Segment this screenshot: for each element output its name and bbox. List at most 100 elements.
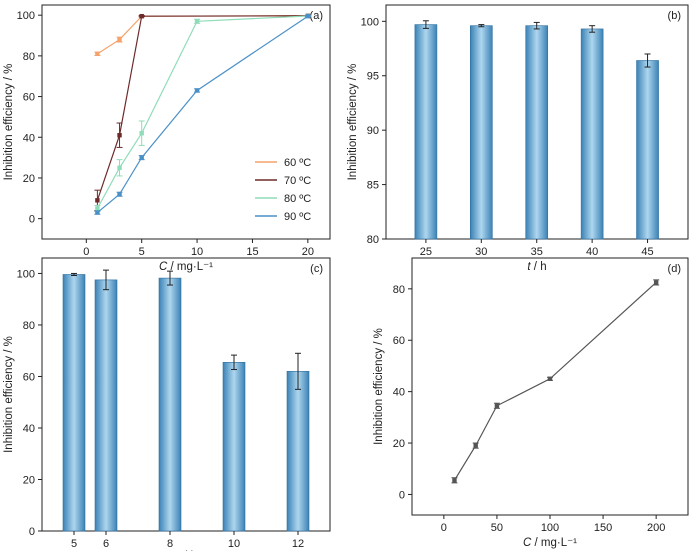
bar [525,25,549,240]
data-point [95,51,100,57]
panel-a-line-chart: (a)Inhibition efficiency / %020406080100… [3,4,331,273]
data-point [95,206,100,211]
x-tick-label: 6 [103,538,109,550]
x-tick-label: 200 [647,522,665,534]
y-tick-label: 0 [29,526,35,538]
bar [286,371,310,532]
x-tick-label: 5 [139,246,145,258]
panel-b-bar-chart: (b) Inhibition efficiency / % 80 85 90 95 100 2… [347,4,689,273]
y-tick-label: 20 [393,438,405,450]
x-tick-label: 5 [71,538,77,550]
y-tick-label: 80 [23,51,35,63]
y-tick-label: 40 [393,387,405,399]
y-tick-label: 100 [361,16,379,28]
y-tick-label: 20 [23,173,35,185]
x-tick-label: 35 [531,246,543,258]
legend-label: 60 ºC [284,157,311,169]
x-tick-label: 20 [302,246,314,258]
bar [414,24,438,240]
series-line [97,15,309,214]
y-tick-label: 40 [23,132,35,144]
panel-label: (a) [310,10,323,22]
panel-c-bar-chart: (c) Inhibition efficiency / % 0 20 40 60 80 100… [3,257,331,551]
data-point [194,88,200,93]
x-tick-label: 8 [167,538,173,550]
x-tick-label: 15 [246,246,258,258]
x-tick-label: 45 [641,246,653,258]
y-tick-label: 85 [367,180,379,192]
bar [94,279,118,532]
x-axis-label: C / mg·L⁻¹ [523,537,577,549]
y-tick-label: 95 [367,71,379,83]
y-tick-label: 80 [23,320,35,332]
series-line [96,15,308,201]
plot-frame [41,257,331,532]
y-tick-label: 80 [367,234,379,246]
x-axis-label: C / mg·L⁻¹ [159,261,213,273]
data-point [139,155,144,160]
series-line [453,281,657,481]
panel-label: (d) [668,263,681,275]
x-tick-label: 50 [491,522,503,534]
data-point [117,165,122,170]
x-tick-label: 150 [594,522,612,534]
data-point [653,280,659,285]
y-tick-label: 0 [399,489,405,501]
y-tick-label: 60 [23,371,35,383]
y-axis-label: Inhibition efficiency / % [3,336,15,453]
data-point [139,13,144,19]
panel-label: (b) [668,10,681,22]
x-tick-label: 0 [83,246,89,258]
x-axis-label-symbol: C [523,537,532,549]
x-tick-label: 10 [228,538,240,550]
bar [470,25,493,240]
y-tick-label: 100 [17,10,35,22]
y-tick-label: 60 [393,335,405,347]
data-point [139,130,144,136]
data-point [452,478,457,483]
bar [158,277,182,532]
plot-frame [41,4,331,240]
data-point [117,37,122,42]
x-tick-label: 0 [441,522,447,534]
legend-label: 90 ºC [284,211,311,223]
panel-label: (c) [310,263,323,275]
y-axis-label: Inhibition efficiency / % [373,328,385,445]
legend-label: 80 ºC [284,193,311,205]
x-tick-label: 10 [191,246,203,258]
bar [62,274,86,532]
x-axis-label-unit: / mg·L⁻¹ [167,261,213,273]
x-axis-label-unit: / mg·L⁻¹ [531,537,577,549]
y-axis-label: Inhibition efficiency / % [347,64,359,181]
x-tick-label: 12 [292,538,304,550]
data-point [305,13,311,19]
y-tick-label: 20 [23,474,35,486]
data-point [117,133,122,138]
x-axis-label-symbol: t [527,261,531,273]
data-point [194,19,200,24]
legend-label: 70 ºC [284,175,311,187]
y-axis-label: Inhibition efficiency / % [3,64,15,181]
x-axis-label: t / h [527,261,546,273]
x-tick-label: 25 [420,246,432,258]
bar [580,28,604,240]
y-tick-label: 0 [29,214,35,226]
y-tick-label: 90 [367,125,379,137]
panel-d-line-chart: (d) Inhibition efficiency / % 0 20 40 60 80 0 50… [373,257,689,549]
y-tick-label: 80 [393,284,405,296]
y-tick-label: 60 [23,92,35,104]
data-point [494,403,500,408]
x-axis-label-symbol: C [159,261,168,273]
plot-frame [411,257,689,516]
bar [636,60,659,240]
data-point [547,376,553,381]
x-tick-label: 40 [586,246,598,258]
y-tick-label: 40 [23,423,35,435]
data-point [473,443,478,448]
x-tick-label: 100 [541,522,559,534]
y-tick-label: 100 [17,268,35,280]
bar [222,362,246,532]
data-point [117,192,122,197]
data-point [95,198,100,203]
